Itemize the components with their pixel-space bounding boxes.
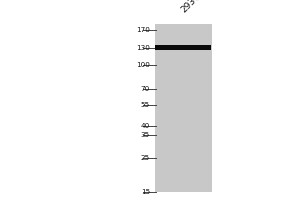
Text: 293T: 293T bbox=[180, 0, 202, 14]
Text: 35: 35 bbox=[141, 132, 150, 138]
Text: 40: 40 bbox=[141, 123, 150, 129]
Text: 70: 70 bbox=[141, 86, 150, 92]
Text: 100: 100 bbox=[136, 62, 150, 68]
Text: 130: 130 bbox=[136, 45, 150, 51]
Bar bbox=[155, 45, 211, 50]
Text: 55: 55 bbox=[141, 102, 150, 108]
Text: 15: 15 bbox=[141, 189, 150, 195]
Bar bbox=[154, 24, 212, 192]
Text: 25: 25 bbox=[141, 155, 150, 161]
Text: 170: 170 bbox=[136, 27, 150, 33]
